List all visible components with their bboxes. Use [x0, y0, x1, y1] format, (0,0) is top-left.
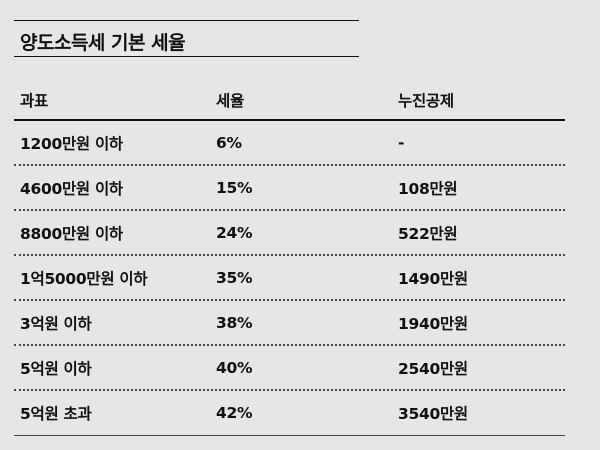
cell-bracket: 1억5000만원 이하 — [20, 269, 148, 288]
cell-deduction: - — [398, 133, 405, 152]
cell-bracket: 5억원 이하 — [20, 359, 92, 378]
cell-rate: 35% — [216, 268, 253, 287]
cell-bracket: 4600만원 이하 — [20, 179, 123, 198]
cell-deduction: 2540만원 — [398, 359, 468, 378]
table-header-row: 과표 세율 누진공제 — [14, 80, 565, 121]
table-row: 5억원 초과 42% 3540만원 — [14, 391, 565, 436]
header-bracket: 과표 — [20, 91, 48, 110]
cell-bracket: 8800만원 이하 — [20, 224, 123, 243]
table-row: 3억원 이하 38% 1940만원 — [14, 301, 565, 346]
header-deduction: 누진공제 — [398, 91, 454, 110]
cell-rate: 24% — [216, 223, 253, 242]
cell-deduction: 108만원 — [398, 179, 458, 198]
cell-deduction: 522만원 — [398, 224, 458, 243]
cell-rate: 15% — [216, 178, 253, 197]
table-row: 1200만원 이하 6% - — [14, 121, 565, 166]
cell-bracket: 5억원 초과 — [20, 405, 92, 423]
table-row: 5억원 이하 40% 2540만원 — [14, 346, 565, 391]
tax-rate-table: 과표 세율 누진공제 1200만원 이하 6% - 4600만원 이하 15% … — [14, 80, 565, 436]
cell-deduction: 1940만원 — [398, 314, 468, 333]
table-row: 1억5000만원 이하 35% 1490만원 — [14, 256, 565, 301]
cell-rate: 40% — [216, 358, 253, 377]
page-title: 양도소득세 기본 세율 — [20, 32, 186, 54]
cell-deduction: 3540만원 — [398, 405, 468, 423]
cell-rate: 42% — [216, 404, 253, 422]
title-block: 양도소득세 기본 세율 — [14, 20, 359, 57]
table-row: 4600만원 이하 15% 108만원 — [14, 166, 565, 211]
cell-rate: 6% — [216, 133, 242, 152]
header-rate: 세율 — [216, 91, 244, 110]
cell-bracket: 3억원 이하 — [20, 314, 92, 333]
cell-bracket: 1200만원 이하 — [20, 134, 123, 153]
cell-rate: 38% — [216, 313, 253, 332]
table-row: 8800만원 이하 24% 522만원 — [14, 211, 565, 256]
cell-deduction: 1490만원 — [398, 269, 468, 288]
